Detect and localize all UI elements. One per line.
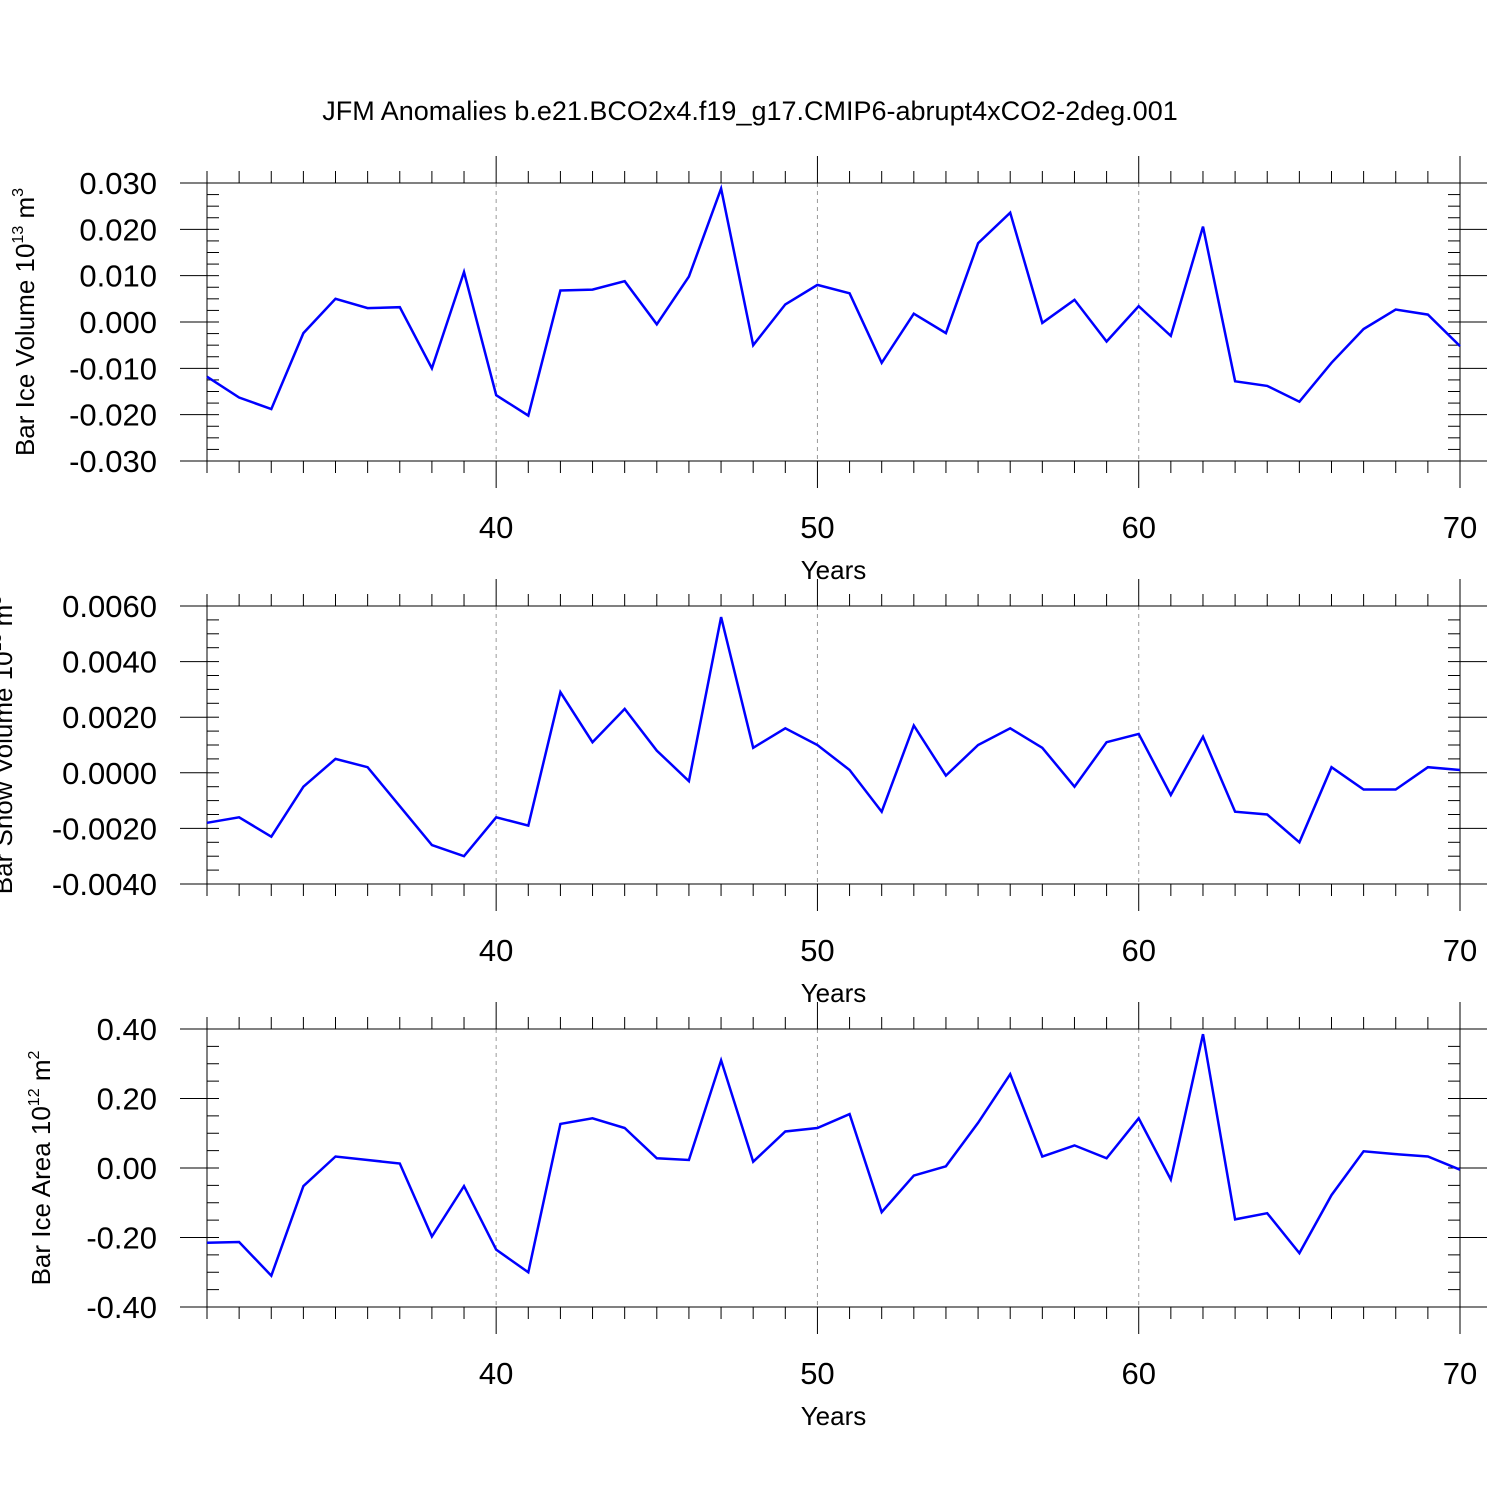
x-tick-label: 40 xyxy=(479,1356,513,1391)
x-tick-label: 60 xyxy=(1121,510,1155,545)
y-tick-label: -0.030 xyxy=(69,444,157,479)
y-tick-label: 0.030 xyxy=(79,166,157,201)
y-axis-title: Bar Ice Area 1012 m2 xyxy=(26,1050,56,1285)
y-tick-label: -0.0020 xyxy=(52,811,157,846)
x-axis-title: Years xyxy=(801,555,867,585)
y-tick-label: 0.0060 xyxy=(62,589,157,624)
y-tick-label: 0.0040 xyxy=(62,645,157,680)
x-tick-label: 70 xyxy=(1443,933,1477,968)
y-tick-label: -0.0040 xyxy=(52,867,157,902)
y-tick-label: -0.40 xyxy=(86,1290,157,1325)
y-tick-label: 0.010 xyxy=(79,259,157,294)
y-tick-label: 0.40 xyxy=(97,1012,157,1047)
series-line xyxy=(206,184,1461,418)
y-tick-label: -0.010 xyxy=(69,351,157,386)
chart-panel-2: 40 50 60 70 Years 0.0060 0.0040 0.0020 0.0000 -0.… xyxy=(0,579,1487,1008)
y-tick-label: 0.20 xyxy=(97,1082,157,1117)
x-axis-title: Years xyxy=(801,978,867,1008)
x-tick-label: 60 xyxy=(1121,1356,1155,1391)
y-tick-label: 0.00 xyxy=(97,1151,157,1186)
y-axis-title-unit: m xyxy=(26,1059,56,1088)
y-axis-title-unit-exponent: 3 xyxy=(0,596,5,605)
x-axis-title: Years xyxy=(801,1401,867,1431)
y-axis-title-text: Bar Ice Volume 10 xyxy=(10,244,40,456)
y-axis-title-exponent: 13 xyxy=(0,633,5,651)
y-tick-label: 0.0020 xyxy=(62,700,157,735)
x-tick-label: 60 xyxy=(1121,933,1155,968)
x-tick-label: 40 xyxy=(479,510,513,545)
y-axis-title-exponent: 12 xyxy=(26,1088,43,1106)
series-line xyxy=(206,1033,1461,1279)
y-tick-label: -0.20 xyxy=(86,1221,157,1256)
chart-panel-1: 40 50 60 70 Years 0.030 0.020 0.010 0.000 -0.010 -… xyxy=(10,156,1487,585)
chart-panel-3: 40 50 60 70 Years 0.40 0.20 0.00 -0.20 -0.40 Bar I… xyxy=(26,1002,1487,1431)
plot-frame xyxy=(206,1028,1461,1308)
y-tick-label: 0.000 xyxy=(79,305,157,340)
y-axis-title-text: Bar Ice Area 10 xyxy=(26,1106,56,1285)
figure-title: JFM Anomalies b.e21.BCO2x4.f19_g17.CMIP6… xyxy=(322,96,1177,126)
y-axis-title: Bar Ice Volume 1013 m3 xyxy=(10,188,40,456)
y-axis-title-exponent: 13 xyxy=(10,226,27,244)
y-axis-title-unit-exponent: 3 xyxy=(10,188,27,197)
y-axis-title-unit: m xyxy=(10,197,40,226)
y-tick-label: 0.0000 xyxy=(62,756,157,791)
y-axis-title-text: Bar Snow Volume 10 xyxy=(0,651,18,894)
x-tick-label: 50 xyxy=(800,933,834,968)
y-axis-title: Bar Snow Volume 1013 m3 xyxy=(0,596,18,895)
plot-frame xyxy=(206,182,1461,462)
x-tick-label: 50 xyxy=(800,510,834,545)
x-tick-label: 70 xyxy=(1443,510,1477,545)
y-axis-title-unit: m xyxy=(0,605,18,634)
y-axis-title-unit-exponent: 2 xyxy=(26,1050,43,1059)
x-tick-label: 50 xyxy=(800,1356,834,1391)
plot-frame xyxy=(206,605,1461,885)
y-tick-label: -0.020 xyxy=(69,398,157,433)
x-tick-label: 40 xyxy=(479,933,513,968)
x-tick-label: 70 xyxy=(1443,1356,1477,1391)
series-line xyxy=(206,616,1461,858)
y-tick-label: 0.020 xyxy=(79,212,157,247)
